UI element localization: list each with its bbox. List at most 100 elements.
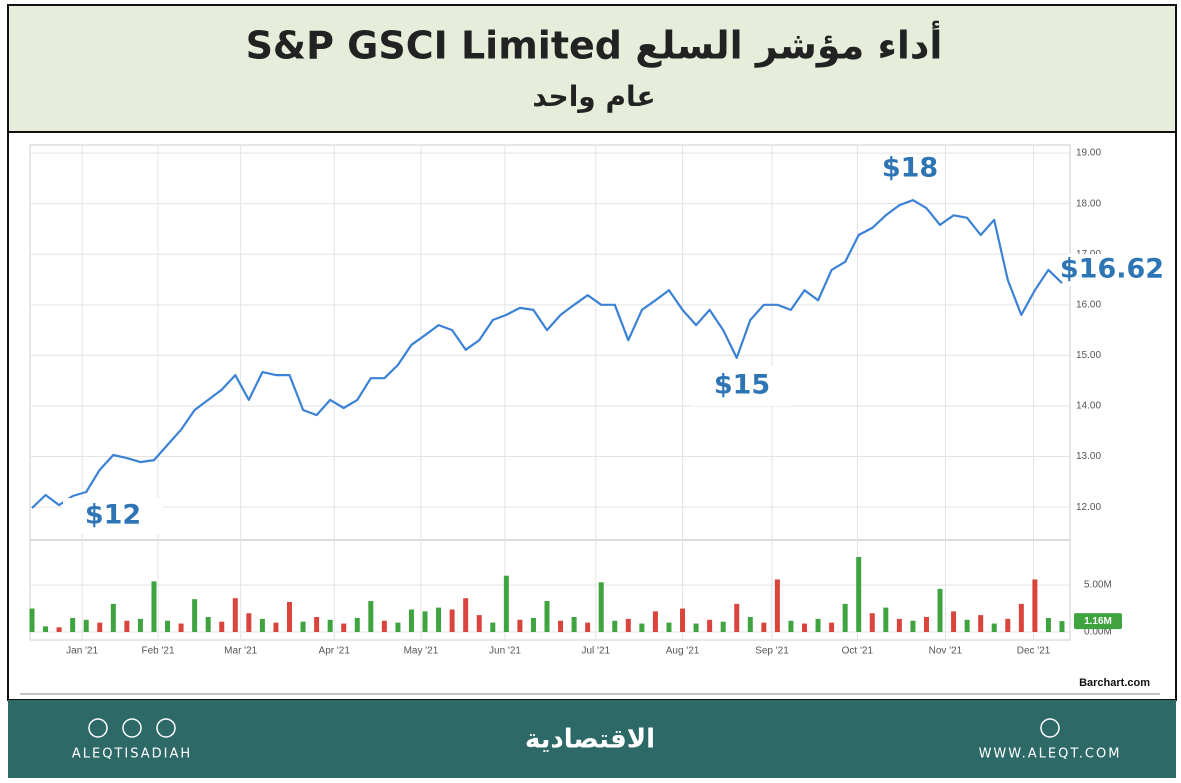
volume-bar: [896, 618, 902, 632]
annotation-backdrop: [1067, 254, 1159, 286]
volume-bar: [300, 621, 306, 632]
x-tick-label: Jun '21: [489, 646, 521, 657]
volume-bar: [151, 581, 157, 632]
volume-bar: [354, 617, 360, 632]
x-tick-label: Oct '21: [842, 646, 874, 657]
volume-bar: [449, 609, 455, 632]
volume-bar: [612, 620, 618, 632]
last-volume-label: 1.16M: [1084, 616, 1112, 627]
volume-bar: [395, 622, 401, 632]
annotation: $18: [882, 153, 938, 184]
plot: Jan '21 Feb '21 Mar '21 Apr '21 May '21 Jun '…: [29, 145, 1164, 657]
volume-bar: [774, 579, 780, 632]
volume-bar: [991, 623, 997, 632]
volume-bar: [476, 615, 482, 632]
source: Barchart.com: [1079, 677, 1150, 689]
volume-bar: [1018, 603, 1024, 632]
volume-bar: [652, 611, 658, 632]
x-tick-label: Nov '21: [929, 646, 963, 657]
volume-bar: [869, 613, 875, 632]
volume-bar: [1045, 617, 1051, 632]
x-tick-label: Feb '21: [142, 646, 175, 657]
volume-bar: [408, 609, 414, 632]
annotation-backdrop: [63, 498, 163, 534]
icon-twitter: [156, 718, 176, 738]
volume-bar: [463, 598, 469, 632]
volume-bar: [327, 619, 333, 632]
annotation: $12: [85, 500, 141, 531]
volume-bar: [205, 616, 211, 632]
volume-bar: [246, 613, 252, 632]
volume-bar: [192, 599, 198, 632]
volume-bar: [381, 620, 387, 632]
volume-bar: [910, 620, 916, 632]
x-tick-label: May '21: [404, 646, 439, 657]
x-tick-label: Jul '21: [581, 646, 610, 657]
annotation: $15: [714, 370, 770, 401]
volume-bar: [165, 620, 171, 632]
volume-bar: [56, 627, 62, 632]
icon-instagram: [88, 718, 108, 738]
title: أداء مؤشر السلع S&P GSCI Limited: [246, 21, 943, 68]
volume-bar: [571, 616, 577, 632]
x-tick-label: Sep '21: [755, 646, 789, 657]
volume-bar: [625, 618, 631, 632]
y-tick-label: 12.00: [1076, 502, 1101, 513]
volume-bar: [124, 620, 130, 632]
chart-area: [7, 131, 1177, 701]
volume-bar: [273, 622, 279, 632]
volume-bar: [43, 626, 49, 632]
volume-bar: [788, 620, 794, 632]
footer-band: [8, 700, 1176, 778]
volume-bar: [314, 616, 320, 632]
volume-bar: [232, 598, 238, 632]
volume-bar: [734, 603, 740, 632]
subtitle: عام واحد: [532, 80, 655, 113]
volume-bar: [503, 575, 509, 632]
volume-bar: [368, 601, 374, 632]
volume-bar: [761, 622, 767, 632]
volume-bar: [287, 601, 292, 632]
volume-bar: [639, 623, 645, 632]
y-tick-label: 15.00: [1076, 350, 1101, 361]
volume-bar: [178, 623, 184, 632]
volume-tick-label: 5.00M: [1084, 580, 1112, 591]
volume-bar: [707, 619, 713, 632]
volume-bar: [693, 623, 699, 632]
volume-bar: [422, 611, 428, 632]
volume-bar: [517, 619, 523, 632]
volume-bar: [490, 622, 496, 632]
y-tick-label: 16.00: [1076, 299, 1101, 310]
price-line: [31, 199, 1063, 509]
volume-bar: [720, 621, 726, 632]
volume-bar: [530, 617, 536, 632]
y-tick-label: 14.00: [1076, 401, 1101, 412]
volume-bar: [29, 608, 35, 632]
volume-bar: [829, 622, 835, 632]
footer-website: WWW.ALEQT.COM: [979, 747, 1122, 762]
volume-bar: [680, 608, 686, 632]
volume-bar: [544, 601, 550, 632]
volume-bar: [747, 616, 753, 632]
volume-bar: [83, 619, 89, 632]
volume-bar: [598, 582, 604, 632]
volume-bar: [585, 622, 591, 632]
volume-bar: [1032, 579, 1038, 632]
volume-bar: [436, 607, 442, 632]
last-volume-tag: [1074, 613, 1122, 630]
volume-bar: [951, 611, 957, 632]
volume-bar: [97, 622, 103, 632]
volume-bar: [964, 619, 970, 632]
volume-bar: [259, 618, 265, 632]
volume-bar: [110, 603, 116, 632]
social-icons: [88, 718, 1060, 738]
volume-bar: [923, 616, 929, 632]
header-box: [7, 4, 1177, 133]
volume-bar: [666, 622, 672, 632]
annotation: $16.62: [1060, 254, 1164, 285]
volume-bar: [219, 621, 225, 632]
x-tick-label: Dec '21: [1017, 646, 1051, 657]
volume-tick-label: 0.00M: [1084, 627, 1112, 638]
x-tick-label: Apr '21: [319, 646, 351, 657]
